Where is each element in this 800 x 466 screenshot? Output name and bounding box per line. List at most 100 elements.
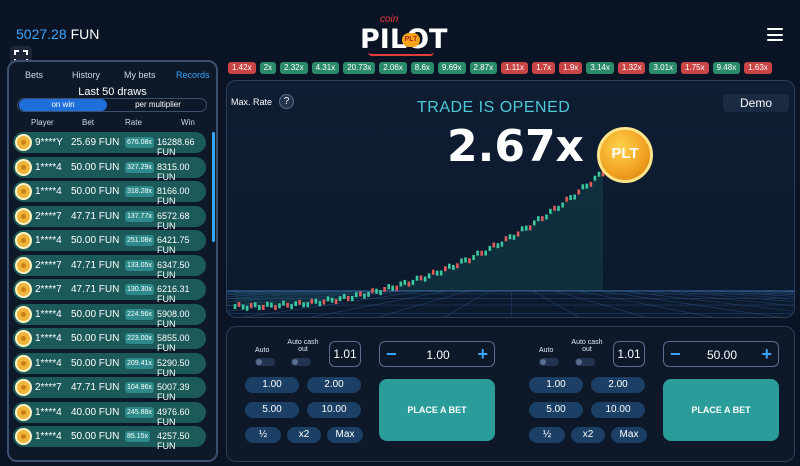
row-win: 6421.75 FUN — [157, 235, 190, 255]
candle — [577, 189, 580, 195]
quick-amount-button[interactable]: 10.00 — [307, 402, 361, 418]
row-win: 5908.00 FUN — [157, 308, 190, 329]
table-row[interactable]: 9****Y 25.69 FUN 676.08x 16288.66 FUN — [13, 132, 206, 157]
candle — [363, 293, 366, 299]
table-row[interactable]: 2****7 47.71 FUN 130.30x 6216.31 FUN — [13, 279, 206, 304]
half-bet-button[interactable]: ½ — [245, 427, 281, 443]
candle — [565, 196, 568, 202]
quick-amount-button[interactable]: 1.00 — [245, 377, 299, 393]
coin-avatar-icon — [15, 158, 32, 176]
bet-controls: Auto Auto cash out 1.01 1.00 − + 1.00 2.… — [226, 326, 795, 462]
coin-avatar-icon — [15, 134, 32, 151]
bet-amount-value[interactable]: 50.00 — [706, 348, 738, 362]
table-row[interactable]: 1****4 50.00 FUN 327.29x 8315.00 FUN — [13, 156, 206, 182]
question-icon[interactable]: ? — [279, 94, 294, 109]
bet-amount-value[interactable]: 1.00 — [426, 348, 450, 362]
double-bet-button[interactable]: x2 — [287, 427, 321, 443]
candle — [468, 258, 471, 264]
table-row[interactable]: 1****4 50.00 FUN 209.41x 5290.50 FUN — [13, 352, 206, 378]
toggle-per-multiplier[interactable]: per multiplier — [135, 100, 181, 109]
max-bet-button[interactable]: Max — [611, 427, 647, 443]
records-scrollbar[interactable] — [212, 132, 215, 242]
table-row[interactable]: 2****7 47.71 FUN 133.05x 6347.50 FUN — [13, 254, 206, 280]
place-bet-button[interactable]: PLACE A BET — [379, 379, 495, 441]
coin-avatar-icon — [15, 428, 32, 445]
row-player: 1****4 — [35, 333, 62, 344]
candle — [427, 273, 431, 279]
row-rate: 104.96x — [125, 382, 154, 393]
table-row[interactable]: 1****4 50.00 FUN 223.00x 5855.00 FUN — [13, 328, 206, 353]
double-bet-button[interactable]: x2 — [571, 427, 605, 443]
max-bet-button[interactable]: Max — [327, 427, 363, 443]
table-row[interactable]: 2****7 47.71 FUN 104.96x 5007.39 FUN — [13, 377, 206, 402]
place-bet-button[interactable]: PLACE A BET — [663, 379, 779, 441]
candle-chart — [227, 171, 794, 317]
quick-amount-button[interactable]: 2.00 — [591, 377, 645, 393]
curve-glow — [235, 174, 603, 309]
tab-history[interactable]: History — [72, 70, 101, 80]
quick-amount-button[interactable]: 5.00 — [529, 402, 583, 418]
candle — [322, 299, 326, 305]
row-bet: 50.00 FUN — [71, 357, 120, 369]
candle — [342, 293, 346, 299]
table-row[interactable]: 2****7 47.71 FUN 137.77x 6572.68 FUN — [13, 205, 206, 231]
grid-line — [577, 290, 713, 317]
candle — [407, 281, 411, 287]
candle — [464, 257, 467, 263]
minus-icon[interactable]: − — [386, 344, 397, 364]
cashout-rate-input[interactable]: 1.01 — [613, 341, 645, 367]
tab-my-bets[interactable]: My bets — [124, 70, 156, 80]
candle — [338, 296, 342, 302]
row-player: 1****4 — [35, 235, 62, 246]
history-chip: 2.32x — [280, 62, 308, 74]
plus-icon[interactable]: + — [761, 344, 772, 364]
coin-avatar-icon — [15, 256, 32, 274]
row-win: 6572.68 FUN — [157, 210, 190, 231]
row-player: 1****4 — [35, 161, 62, 173]
candle — [516, 231, 520, 237]
quick-amount-button[interactable]: 1.00 — [529, 377, 583, 393]
auto-toggle[interactable] — [539, 358, 559, 366]
auto-toggle[interactable] — [255, 358, 275, 366]
candle — [391, 285, 394, 291]
candle — [419, 275, 423, 281]
table-row[interactable]: 1****4 50.00 FUN 318.28x 8166.00 FUN — [13, 181, 206, 206]
candle — [258, 305, 261, 311]
candle — [274, 305, 277, 311]
cashout-rate-input[interactable]: 1.01 — [329, 341, 361, 367]
tab-records[interactable]: Records — [176, 70, 210, 80]
table-row[interactable]: 1****4 50.00 FUN 251.08x 6421.75 FUN — [13, 230, 206, 255]
quick-amount-button[interactable]: 10.00 — [591, 402, 645, 418]
candle — [504, 236, 508, 242]
table-row[interactable]: 1****4 40.00 FUN 245.88x 4976.60 FUN — [13, 401, 206, 427]
candle — [585, 183, 589, 189]
hamburger-menu-icon[interactable] — [767, 28, 783, 41]
quick-amount-button[interactable]: 2.00 — [307, 377, 361, 393]
half-bet-button[interactable]: ½ — [529, 427, 565, 443]
table-row[interactable]: 1****4 50.00 FUN 224.56x 5908.00 FUN — [13, 303, 206, 329]
plus-icon[interactable]: + — [477, 344, 488, 364]
grid-line — [377, 290, 468, 317]
toggle-on-win[interactable]: on win — [19, 99, 107, 111]
demo-mode-button[interactable]: Demo — [723, 94, 789, 112]
candle — [476, 250, 479, 256]
tab-bets[interactable]: Bets — [25, 70, 44, 80]
auto-cashout-toggle[interactable] — [291, 358, 311, 366]
row-bet: 50.00 FUN — [71, 235, 120, 246]
candle — [415, 275, 419, 281]
grid-line — [533, 290, 579, 317]
row-rate: 130.30x — [125, 284, 154, 295]
candle — [286, 302, 289, 308]
row-bet: 50.00 FUN — [71, 161, 120, 173]
candle — [334, 299, 338, 305]
quick-amount-button[interactable]: 5.00 — [245, 402, 299, 418]
coin-avatar-icon — [15, 379, 32, 396]
candle — [241, 304, 245, 310]
table-row[interactable]: 1****4 50.00 FUN 85.15x 4257.50 FUN — [13, 426, 206, 451]
grid-line — [243, 290, 424, 317]
auto-cashout-toggle[interactable] — [575, 358, 595, 366]
bet-amount-stepper: 50.00 − + — [663, 341, 779, 367]
minus-icon[interactable]: − — [670, 344, 681, 364]
grid-line — [227, 290, 314, 297]
